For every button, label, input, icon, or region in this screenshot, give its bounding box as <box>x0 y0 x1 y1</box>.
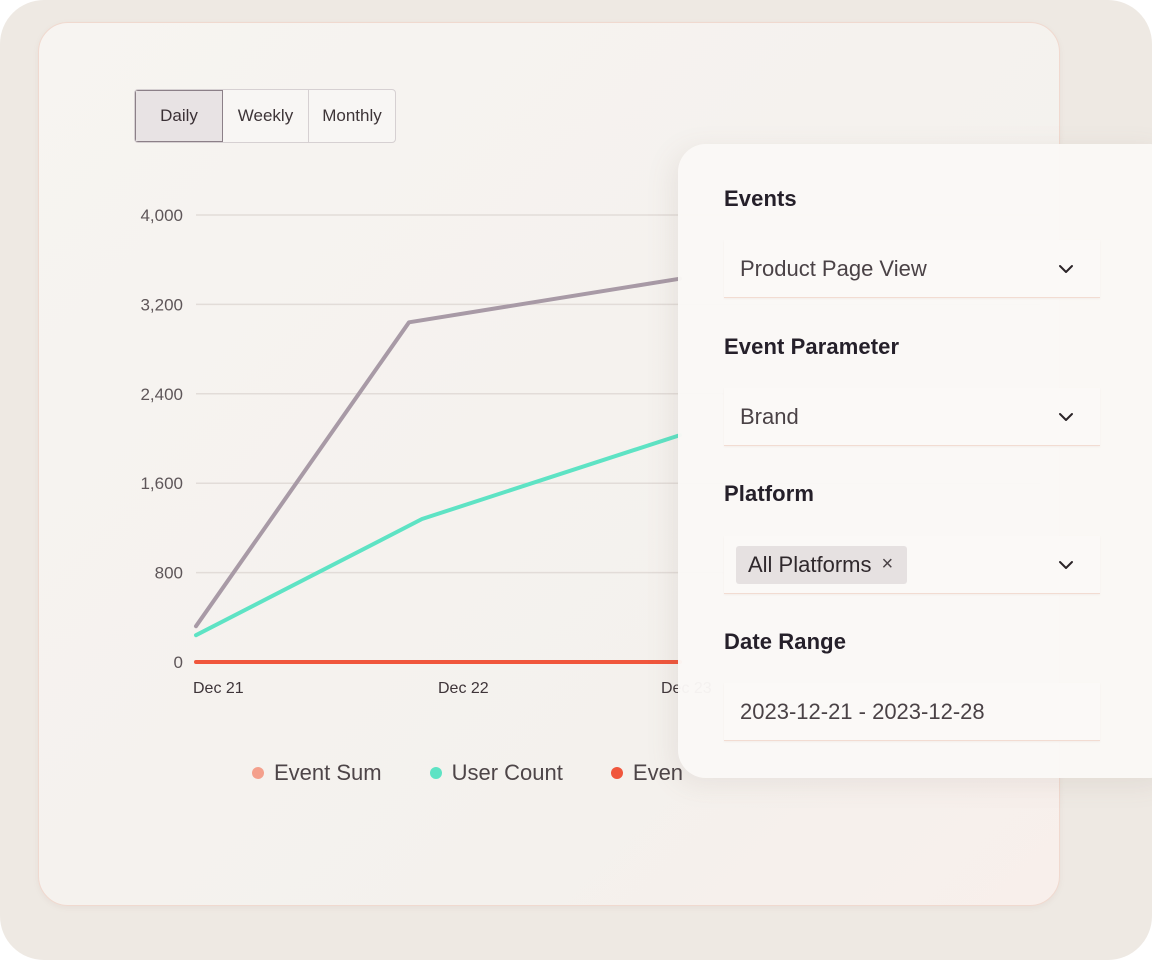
event-parameter-select[interactable]: Brand <box>724 388 1100 446</box>
platform-chip-label: All Platforms <box>748 551 872 577</box>
date-range-label: Date Range <box>724 629 847 654</box>
x-tick-label: Dec 22 <box>438 680 489 697</box>
daily-button[interactable]: Daily <box>135 90 223 142</box>
granularity-toggle: Daily Weekly Monthly <box>134 89 396 143</box>
platform-chip: All Platforms × <box>736 545 908 584</box>
events-select[interactable]: Product Page View <box>724 240 1100 298</box>
legend-label: User Count <box>451 760 563 785</box>
legend-dot <box>610 767 623 779</box>
weekly-button[interactable]: Weekly <box>223 90 309 142</box>
y-tick-label: 800 <box>155 564 183 583</box>
y-tick-label: 1,600 <box>140 474 183 493</box>
legend-item-event[interactable]: Even <box>610 760 684 786</box>
legend-label: Event Sum <box>274 760 382 785</box>
event-parameter-label: Event Parameter <box>724 334 900 359</box>
legend-dot <box>252 767 264 779</box>
date-range-input[interactable]: 2023-12-21 - 2023-12-28 <box>724 683 1100 741</box>
event-parameter-value: Brand <box>740 403 799 429</box>
chart-legend: Event Sum User Count Even <box>252 760 731 786</box>
series-line-event-sum[interactable] <box>194 276 682 629</box>
platform-select[interactable]: All Platforms × <box>724 536 1100 594</box>
chevron-down-icon <box>1059 265 1073 273</box>
x-tick-label: Dec 21 <box>193 680 244 697</box>
legend-item-user-count[interactable]: User Count <box>429 760 563 786</box>
filter-panel: Events Product Page View Event Parameter… <box>678 144 1152 778</box>
y-tick-label: 0 <box>174 653 183 672</box>
monthly-button[interactable]: Monthly <box>322 106 382 125</box>
y-tick-label: 4,000 <box>140 206 183 225</box>
chevron-down-icon <box>1059 561 1073 569</box>
legend-item-event-sum[interactable]: Event Sum <box>252 760 382 786</box>
date-range-value: 2023-12-21 - 2023-12-28 <box>740 698 985 724</box>
chevron-down-icon <box>1059 413 1073 421</box>
series-line-user-count[interactable] <box>194 433 682 638</box>
platform-label: Platform <box>724 481 815 506</box>
legend-dot <box>429 767 442 779</box>
y-tick-label: 2,400 <box>140 385 183 404</box>
y-tick-label: 3,200 <box>140 295 183 314</box>
legend-label: Even <box>632 760 684 785</box>
chip-remove-icon[interactable]: × <box>881 553 894 575</box>
events-label: Events <box>724 186 797 211</box>
events-value: Product Page View <box>740 255 927 281</box>
